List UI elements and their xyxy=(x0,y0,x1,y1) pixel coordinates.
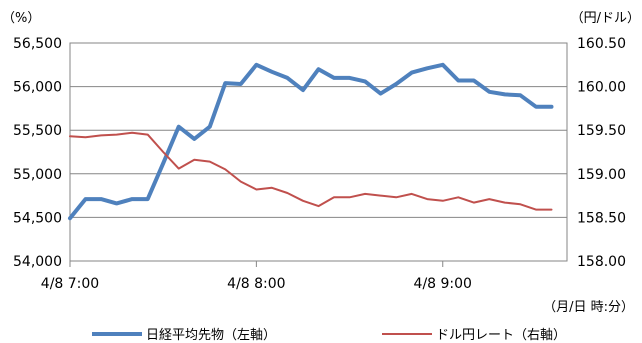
left-tick-label: 55,000 xyxy=(13,167,62,183)
series-line-0 xyxy=(68,62,554,221)
legend: 日経平均先物（左軸） ドル円レート（右軸） xyxy=(92,328,566,343)
legend-label-0: 日経平均先物（左軸） xyxy=(146,328,276,343)
right-tick-label: 160.00 xyxy=(577,80,626,96)
left-tick-label: 55,500 xyxy=(13,123,62,139)
series-lines xyxy=(68,62,554,221)
right-tick-label: 158.00 xyxy=(577,254,626,270)
legend-label-1: ドル円レート（右軸） xyxy=(436,328,566,343)
right-tick-label: 159.00 xyxy=(577,167,626,183)
right-tick-label: 159.50 xyxy=(577,123,626,139)
x-tick-label: 4/8 7:00 xyxy=(41,276,99,292)
x-axis-unit-label: （月/日 時:分） xyxy=(543,300,634,315)
x-tick-label: 4/8 9:00 xyxy=(414,276,472,292)
x-tick-label: 4/8 8:00 xyxy=(227,276,285,292)
right-axis-tick-labels: 158.00 158.50 159.00 159.50 160.00 160.50 xyxy=(577,36,626,270)
left-tick-label: 54,500 xyxy=(13,210,62,226)
series-line-1 xyxy=(69,131,553,211)
left-axis-tick-labels: 54,000 54,500 55,000 55,500 56,000 56,500 xyxy=(13,36,62,270)
left-axis-unit-label: （%） xyxy=(2,11,40,26)
right-tick-label: 160.50 xyxy=(577,36,626,52)
left-tick-label: 56,500 xyxy=(13,36,62,52)
x-axis-tick-labels: 4/8 7:00 4/8 8:00 4/8 9:00 xyxy=(41,261,472,292)
right-tick-label: 158.50 xyxy=(577,210,626,226)
right-axis-unit-label: （円/ドル） xyxy=(571,11,640,26)
left-tick-label: 56,000 xyxy=(13,80,62,96)
left-tick-label: 54,000 xyxy=(13,254,62,270)
plot-area xyxy=(69,42,568,262)
